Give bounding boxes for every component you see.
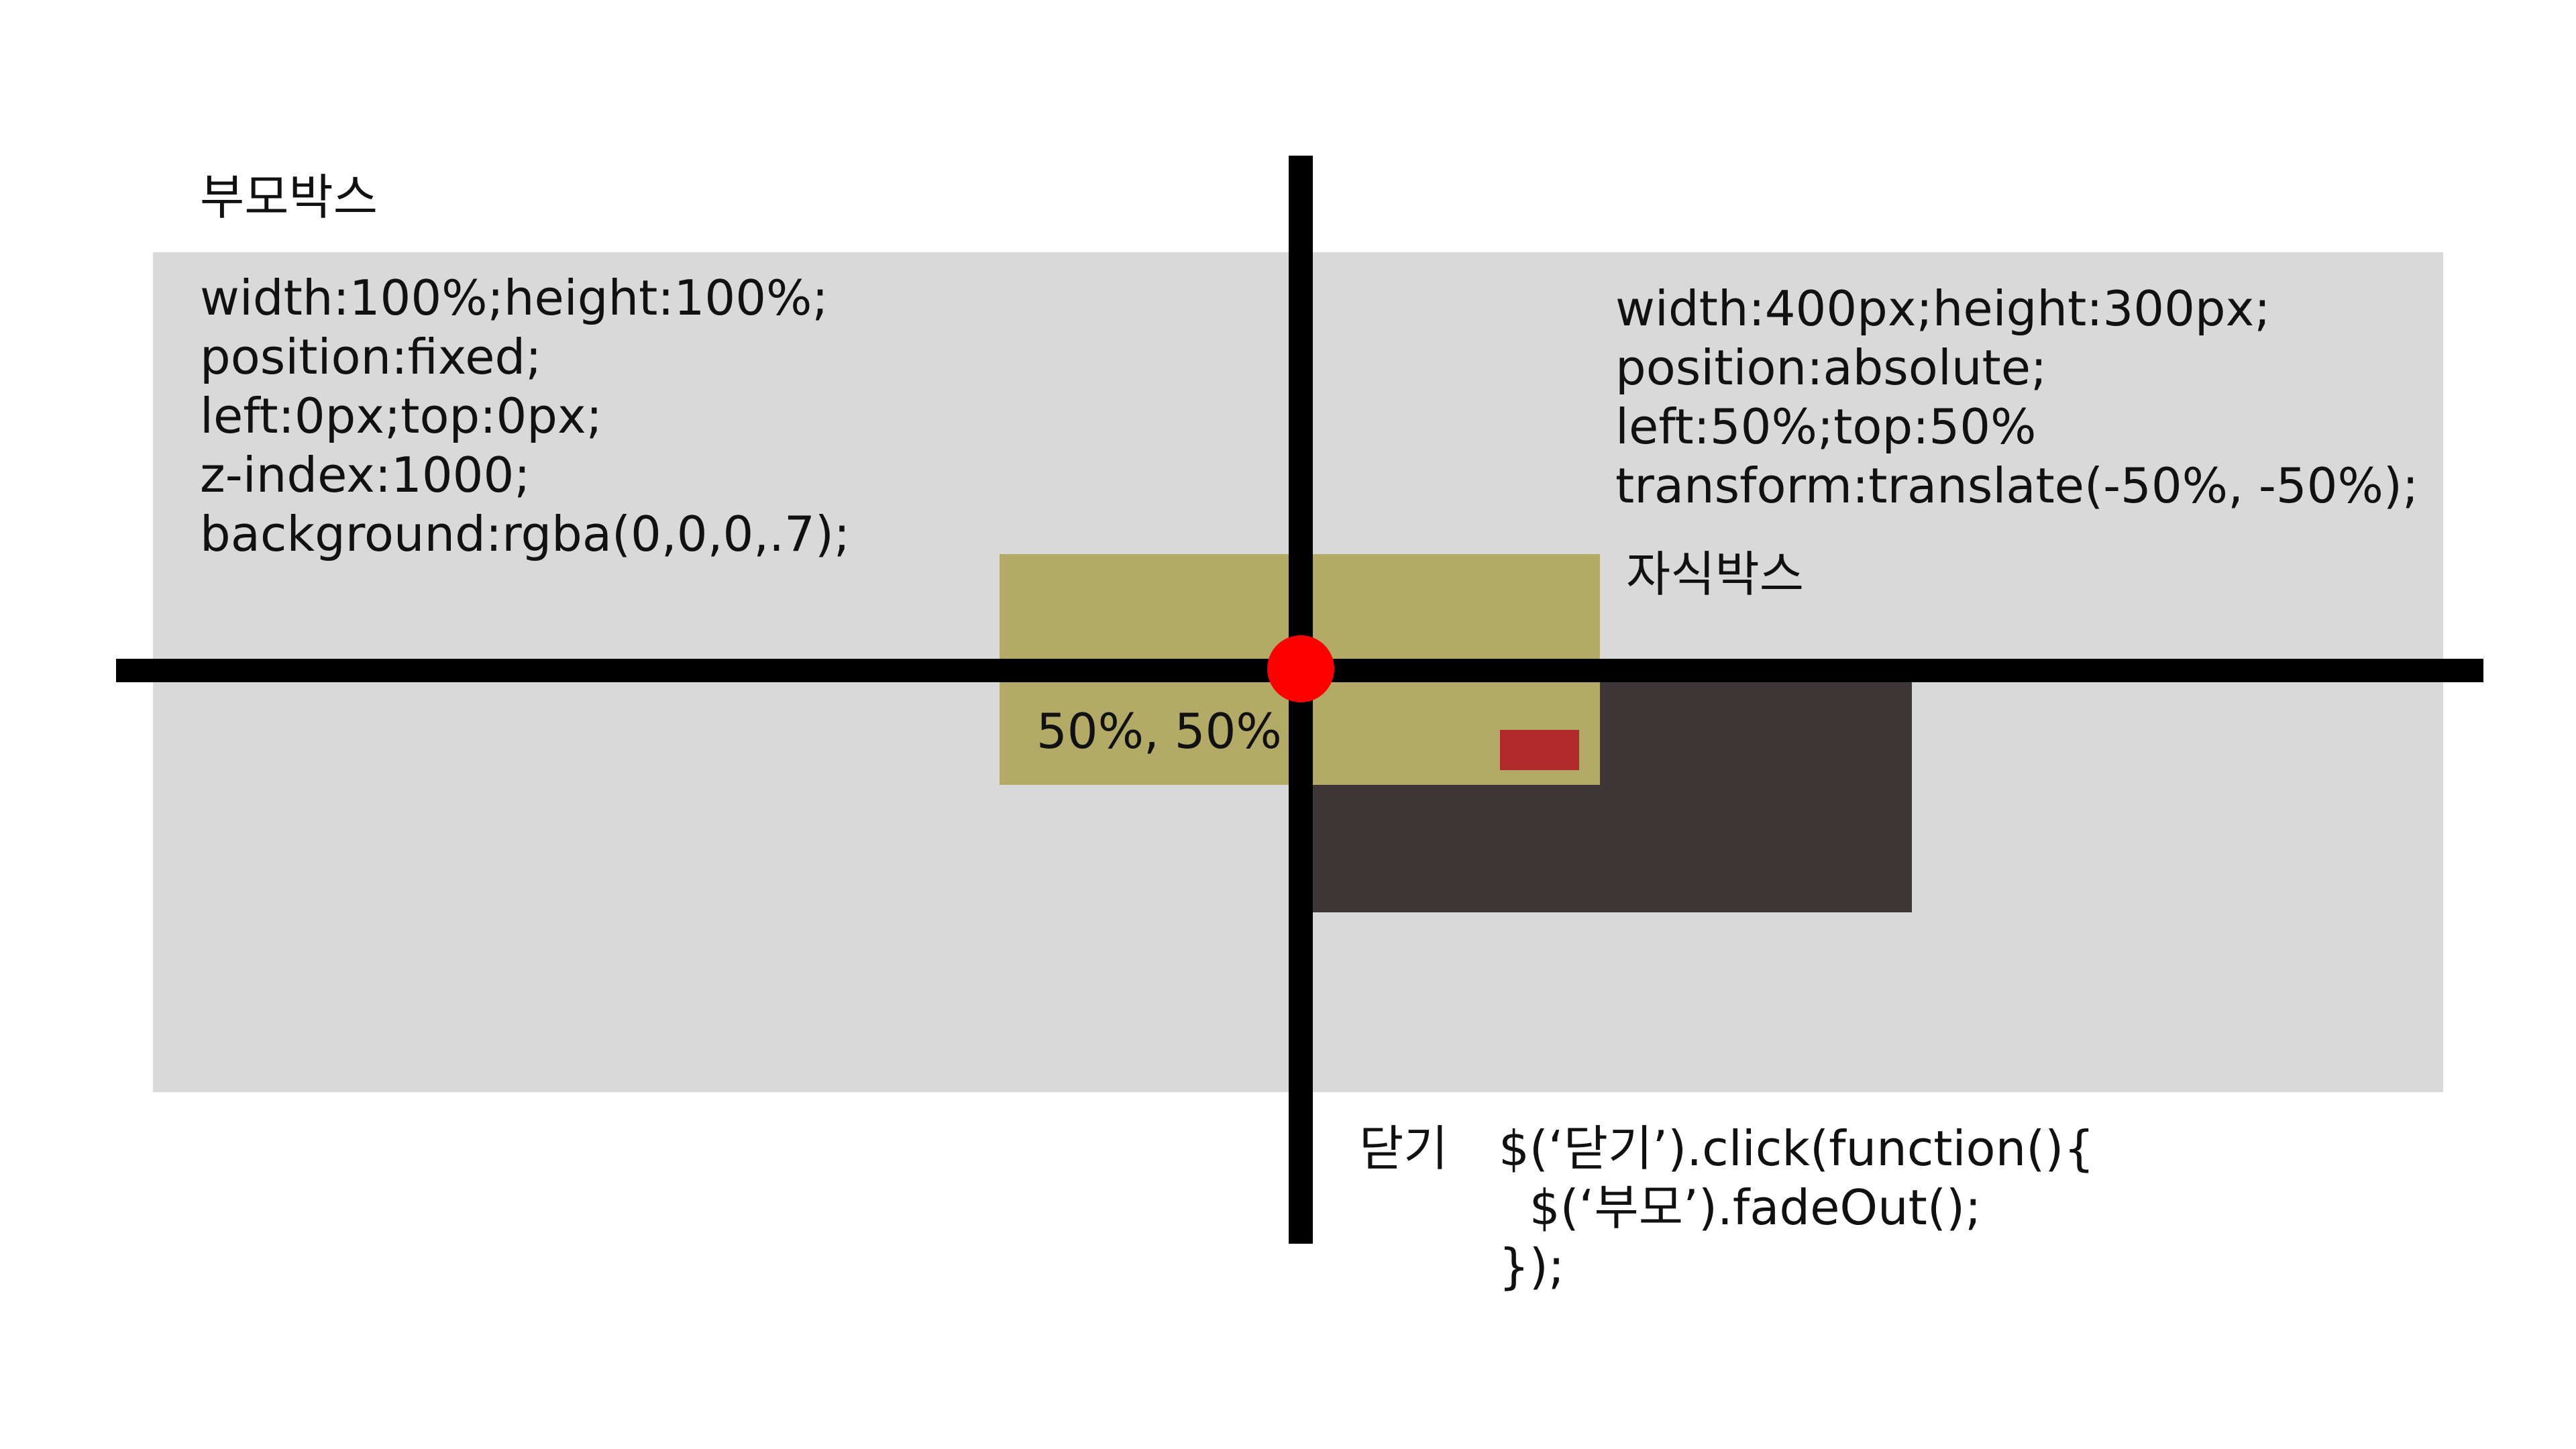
center-point-dot (1267, 635, 1334, 702)
close-label: 닫기 (1359, 1120, 1448, 1177)
child-css-block: width:400px;height:300px; position:absol… (1615, 279, 2418, 515)
parent-css-block: width:100%;height:100%; position:fixed; … (200, 268, 850, 564)
parent-box-title: 부모박스 (200, 169, 378, 225)
close-code-line: $(‘닫기’).click(function(){ (1499, 1120, 2095, 1177)
center-coordinate-label: 50%, 50% (1036, 703, 1282, 759)
child-css-line: left:50%;top:50% (1615, 398, 2037, 455)
parent-css-line: position:fixed; (200, 329, 542, 385)
parent-css-line: z-index:1000; (200, 447, 531, 503)
close-code-line: $(‘부모’).fadeOut(); (1499, 1179, 1982, 1236)
parent-css-line: width:100%;height:100%; (200, 270, 828, 326)
child-css-line: transform:translate(-50%, -50%); (1615, 458, 2419, 514)
parent-css-line: background:rgba(0,0,0,.7); (200, 506, 851, 562)
parent-css-line: left:0px;top:0px; (200, 388, 602, 444)
close-code-block: $(‘닫기’).click(function(){ $(‘부모’).fadeOu… (1499, 1119, 2094, 1296)
close-code-line: }); (1499, 1238, 1565, 1295)
close-button-marker (1500, 730, 1579, 770)
child-css-line: position:absolute; (1615, 339, 2047, 396)
child-box-title: 자식박스 (1626, 546, 1804, 602)
child-css-line: width:400px;height:300px; (1615, 280, 2271, 337)
